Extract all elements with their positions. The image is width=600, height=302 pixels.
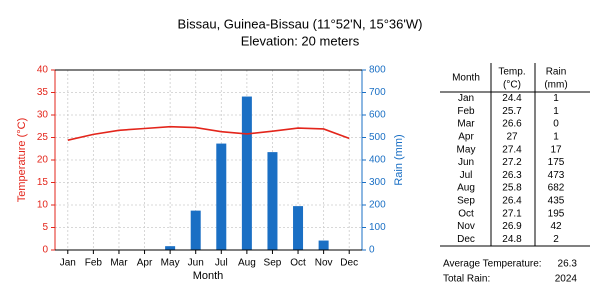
- table-rain: 2: [553, 234, 559, 245]
- table-rain: 42: [550, 221, 562, 232]
- table-rain: 0: [553, 119, 559, 130]
- bar: [241, 96, 252, 250]
- table-rain: 195: [548, 208, 565, 219]
- table-header: Rain: [546, 67, 567, 78]
- y2-tick-label: 300: [369, 177, 386, 188]
- y-tick-label: 0: [42, 245, 48, 256]
- table-temp: 24.8: [502, 234, 522, 245]
- table-rain: 1: [553, 132, 559, 143]
- y-tick-label: 15: [37, 177, 49, 188]
- y-tick-label: 25: [37, 132, 49, 143]
- x-tick-label: Sep: [264, 258, 282, 269]
- table-temp: 26.3: [502, 170, 522, 181]
- table-month: Aug: [457, 183, 475, 194]
- temperature-line: [67, 125, 350, 141]
- y-tick-label: 5: [42, 222, 48, 233]
- bar: [216, 143, 227, 250]
- x-axis-title: Month: [193, 270, 224, 282]
- table-header: Temp.: [498, 67, 525, 78]
- table-month: Jan: [458, 93, 474, 104]
- bar: [190, 210, 201, 250]
- y2-axis-title: Rain (mm): [393, 134, 405, 185]
- chart-subtitle: Elevation: 20 meters: [241, 33, 360, 48]
- table-temp: 26.9: [502, 221, 522, 232]
- x-tick-label: Jan: [60, 258, 76, 269]
- y2-tick-label: 0: [369, 245, 375, 256]
- table-temp: 27.4: [502, 144, 522, 155]
- table-temp: 27.2: [502, 157, 522, 168]
- y-tick-label: 20: [37, 155, 49, 166]
- table-rain: 435: [548, 196, 565, 207]
- summary-value: 26.3: [558, 259, 578, 270]
- y-tick-label: 10: [37, 200, 49, 211]
- table-rain: 473: [548, 170, 565, 181]
- table-rain: 1: [553, 106, 559, 117]
- x-tick-label: Aug: [238, 258, 256, 269]
- bar: [165, 246, 176, 250]
- table-temp: 25.7: [502, 106, 522, 117]
- table-temp: 25.8: [502, 183, 522, 194]
- bar: [293, 206, 304, 250]
- table-header: Month: [452, 73, 480, 84]
- y2-tick-label: 800: [369, 65, 386, 76]
- table-month: Oct: [458, 208, 474, 219]
- y2-tick-label: 600: [369, 110, 386, 121]
- summary-value: 2024: [555, 274, 578, 285]
- x-tick-label: Jul: [215, 258, 228, 269]
- x-tick-label: Feb: [85, 258, 103, 269]
- table-header: (mm): [544, 80, 567, 91]
- y-axis-title: Temperature (°C): [16, 118, 28, 202]
- bar: [318, 240, 329, 250]
- table-month: Dec: [457, 234, 475, 245]
- table-temp: 27.1: [502, 208, 522, 219]
- table-month: Feb: [457, 106, 475, 117]
- y-tick-label: 40: [37, 65, 49, 76]
- x-tick-label: Oct: [290, 258, 306, 269]
- table-temp: 26.4: [502, 196, 522, 207]
- x-tick-label: Mar: [110, 258, 128, 269]
- y-tick-label: 35: [37, 87, 49, 98]
- y-tick-label: 30: [37, 110, 49, 121]
- table-month: Mar: [457, 119, 475, 130]
- y2-tick-label: 400: [369, 155, 386, 166]
- table-rain: 1: [553, 93, 559, 104]
- summary-label: Total Rain:: [443, 274, 490, 285]
- table-temp: 26.6: [502, 119, 522, 130]
- x-tick-label: Apr: [137, 258, 153, 269]
- table-month: Apr: [458, 132, 474, 143]
- table-header: (°C): [503, 80, 521, 91]
- y2-tick-label: 100: [369, 222, 386, 233]
- table-month: Sep: [457, 196, 475, 207]
- table-month: May: [457, 144, 476, 155]
- x-tick-label: Dec: [340, 258, 358, 269]
- table-month: Jun: [458, 157, 474, 168]
- table-rain: 17: [550, 144, 562, 155]
- table-temp: 27: [506, 132, 518, 143]
- x-tick-label: May: [161, 258, 180, 269]
- table-month: Nov: [457, 221, 475, 232]
- table-rain: 175: [548, 157, 565, 168]
- y2-tick-label: 500: [369, 132, 386, 143]
- y2-tick-label: 700: [369, 87, 386, 98]
- x-tick-label: Jun: [188, 258, 204, 269]
- x-tick-label: Nov: [315, 258, 333, 269]
- table-rain: 682: [548, 183, 565, 194]
- bar: [267, 152, 278, 250]
- table-month: Jul: [460, 170, 473, 181]
- table-temp: 24.4: [502, 93, 522, 104]
- chart-title: Bissau, Guinea-Bissau (11°52'N, 15°36'W): [178, 16, 423, 31]
- summary-label: Average Temperature:: [443, 259, 542, 270]
- y2-tick-label: 200: [369, 200, 386, 211]
